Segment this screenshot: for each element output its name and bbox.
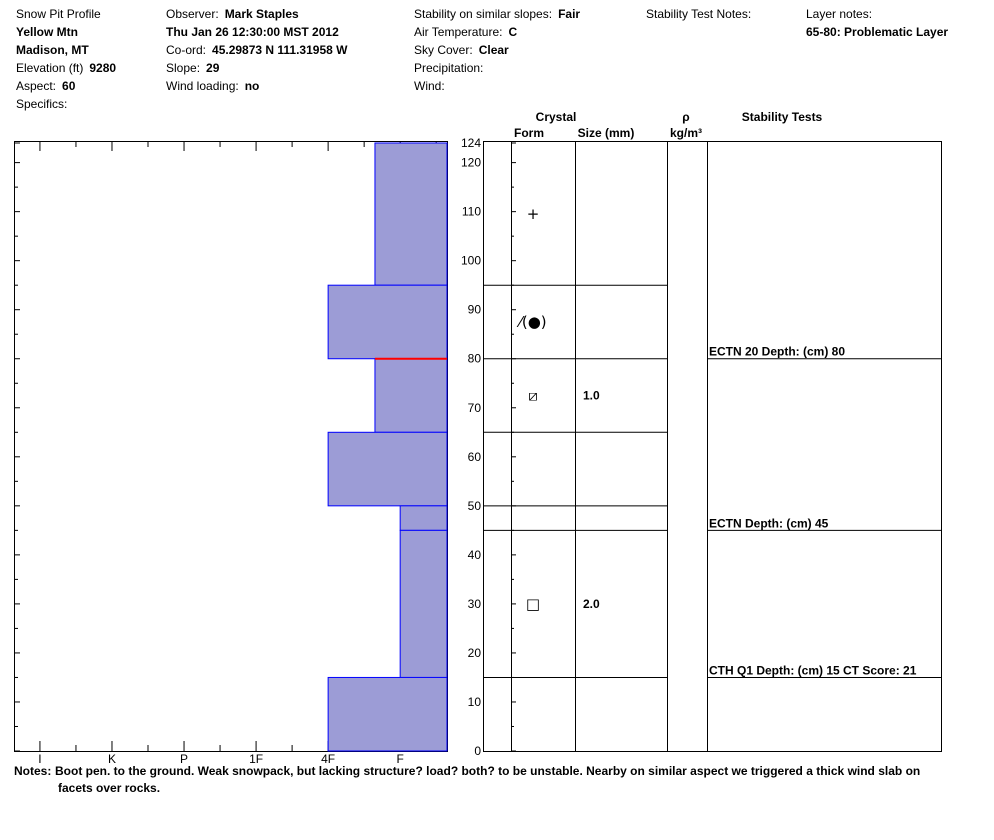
y-tick-label: 110 <box>462 205 481 219</box>
crystal-form: □ <box>526 595 540 613</box>
y-tick-label: 0 <box>474 744 481 758</box>
header-field: Snow Pit Profile <box>16 7 101 21</box>
field-label: Slope: <box>166 61 200 75</box>
y-tick-label: 90 <box>468 303 482 317</box>
field-value: 65-80: Problematic Layer <box>806 25 948 39</box>
header-field: Air Temperature: C <box>414 25 517 39</box>
field-label: Air Temperature: <box>414 25 502 39</box>
header-field: Yellow Mtn <box>16 25 78 39</box>
hardness-bar <box>399 505 448 531</box>
y-tick-label: 80 <box>468 352 482 366</box>
y-tick-label: 100 <box>461 254 481 268</box>
field-label: Layer notes: <box>806 7 872 21</box>
field-value: Fair <box>558 7 580 21</box>
field-label: Snow Pit Profile <box>16 7 101 21</box>
field-value: no <box>245 79 260 93</box>
field-label: Aspect: <box>16 79 56 93</box>
test-label: CTH Q1 Depth: (cm) 15 CT Score: 21 <box>709 663 917 677</box>
header-field: Sky Cover: Clear <box>414 43 509 57</box>
field-label: Precipitation: <box>414 61 483 75</box>
header-field: Thu Jan 26 12:30:00 MST 2012 <box>166 25 339 39</box>
header-field: Elevation (ft) 9280 <box>16 61 116 75</box>
y-tick-label: 120 <box>461 156 481 170</box>
field-label: Stability on similar slopes: <box>414 7 552 21</box>
crystal-form: ⁄(●) <box>516 313 546 331</box>
field-label: Wind loading: <box>166 79 239 93</box>
field-value: C <box>508 25 517 39</box>
notes-text: Boot pen. to the ground. Weak snowpack, … <box>55 764 920 778</box>
column-header: kg/m³ <box>670 126 702 140</box>
test-label: ECTN Depth: (cm) 45 <box>709 516 829 530</box>
field-value: 45.29873 N 111.31958 W <box>212 43 348 57</box>
x-tick-label: P <box>180 752 188 766</box>
hardness-bar <box>374 142 448 286</box>
hardness-bar <box>327 676 448 752</box>
field-value: Clear <box>479 43 509 57</box>
header-field: Specifics: <box>16 97 67 111</box>
field-value: Madison, MT <box>16 43 89 57</box>
x-tick-label: I <box>38 752 41 766</box>
header-field: Wind loading: no <box>166 79 259 93</box>
field-value: 60 <box>62 79 76 93</box>
column-header: Form <box>514 126 544 140</box>
table-frame <box>483 141 942 752</box>
header-field: Co-ord: 45.29873 N 111.31958 W <box>166 43 348 57</box>
header-field: Layer notes: <box>806 7 872 21</box>
field-label: Elevation (ft) <box>16 61 83 75</box>
header-field: Stability Test Notes: <box>646 7 751 21</box>
field-label: Co-ord: <box>166 43 206 57</box>
x-tick-label: F <box>396 752 403 766</box>
y-tick-label: 124 <box>461 136 481 150</box>
field-value: Thu Jan 26 12:30:00 MST 2012 <box>166 25 339 39</box>
x-tick-label: K <box>108 752 116 766</box>
crystal-form: + <box>527 205 540 223</box>
field-value: 9280 <box>89 61 116 75</box>
field-value: 29 <box>206 61 220 75</box>
hardness-bar <box>374 358 448 433</box>
column-header: Stability Tests <box>742 110 823 124</box>
notes-label: Notes: <box>14 764 51 778</box>
field-label: Wind: <box>414 79 445 93</box>
y-tick-label: 20 <box>468 646 482 660</box>
field-label: Stability Test Notes: <box>646 7 751 21</box>
test-label: ECTN 20 Depth: (cm) 80 <box>709 345 845 359</box>
y-tick-label: 70 <box>468 401 482 415</box>
y-tick-label: 10 <box>468 695 482 709</box>
hardness-bar <box>327 284 448 360</box>
column-header: Crystal <box>536 110 577 124</box>
header-field: 65-80: Problematic Layer <box>806 25 948 39</box>
crystal-size: 1.0 <box>583 389 600 403</box>
crystal-form: ⧄ <box>528 387 538 405</box>
field-value: Mark Staples <box>225 7 299 21</box>
header-field: Observer: Mark Staples <box>166 7 299 21</box>
field-label: Specifics: <box>16 97 67 111</box>
header-field: Madison, MT <box>16 43 89 57</box>
header-field: Wind: <box>414 79 445 93</box>
field-label: Sky Cover: <box>414 43 473 57</box>
column-header: Size (mm) <box>578 126 635 140</box>
y-tick-label: 50 <box>468 499 482 513</box>
header-field: Stability on similar slopes: Fair <box>414 7 580 21</box>
header-field: Precipitation: <box>414 61 483 75</box>
x-tick-label: 1F <box>249 752 263 766</box>
hardness-bar <box>327 431 448 507</box>
y-tick-label: 40 <box>468 548 482 562</box>
header-field: Slope: 29 <box>166 61 220 75</box>
hardness-bar <box>399 529 448 678</box>
crystal-size: 2.0 <box>583 597 600 611</box>
field-label: Observer: <box>166 7 219 21</box>
y-tick-label: 30 <box>468 597 482 611</box>
x-tick-label: 4F <box>321 752 335 766</box>
field-value: Yellow Mtn <box>16 25 78 39</box>
column-header: ρ <box>682 110 689 124</box>
header-field: Aspect: 60 <box>16 79 76 93</box>
notes-text: facets over rocks. <box>58 781 160 795</box>
y-tick-label: 60 <box>468 450 482 464</box>
